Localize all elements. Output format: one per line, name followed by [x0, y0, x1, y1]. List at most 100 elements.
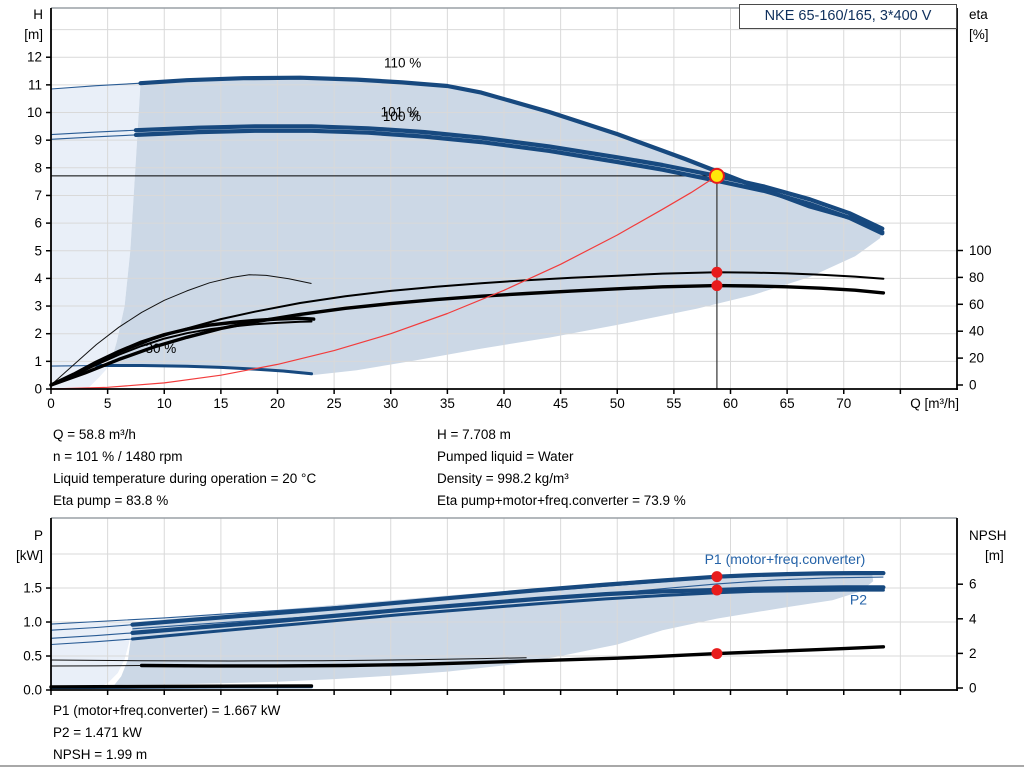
right-tick-label: 20: [969, 351, 984, 366]
curve-label: 101 %: [381, 104, 419, 119]
left-axis-title: [kW]: [16, 548, 43, 563]
left-tick-label: 8: [34, 160, 42, 175]
x-tick-label: 65: [780, 396, 795, 411]
info-line-q: Q = 58.8 m³/h: [53, 427, 136, 442]
right-tick-label: 6: [969, 577, 977, 592]
x-tick-label: 55: [666, 396, 681, 411]
npsh-curve: [139, 645, 886, 668]
eta-pump-low-speed: [50, 274, 312, 386]
left-tick-label: 3: [34, 299, 42, 314]
x-tick-label: 15: [213, 396, 228, 411]
p1-lowflow: [50, 624, 133, 631]
right-tick-label: 0: [969, 378, 977, 393]
info-line-liquid: Pumped liquid = Water: [437, 449, 574, 464]
right-tick-label: 0: [969, 681, 977, 696]
left-axis-title: [m]: [24, 27, 43, 42]
duty-point[interactable]: [708, 167, 725, 184]
bottom-divider: [0, 765, 1024, 767]
curve-label: P1 (motor+freq.converter): [705, 551, 866, 567]
head-flow-chart: 0 5 10 15 20 25 30 35 40 45 50 55 60 65 70 Q [m³/h]0123…: [24, 7, 992, 411]
npsh-thin-a: [50, 657, 527, 662]
x-tick-label: 20: [270, 396, 285, 411]
eta-total-low-speed-b: [50, 320, 313, 386]
right-tick-label: 80: [969, 270, 984, 285]
pump-title-box: NKE 65-160/165, 3*400 V: [739, 4, 957, 29]
npsh-thin-b: [50, 665, 142, 667]
power-info-block: P1 (motor+freq.converter) = 1.667 kW P2 …: [53, 700, 280, 766]
left-tick-label: 1.0: [23, 615, 42, 630]
curve-min-speed: [94, 364, 313, 376]
left-tick-label: 10: [27, 105, 42, 120]
eta-pump-dot: [711, 266, 723, 278]
x-tick-label: 40: [496, 396, 511, 411]
left-tick-label: 4: [34, 271, 42, 286]
p2-curve-b: [131, 588, 885, 641]
right-tick-label: 60: [969, 297, 984, 312]
curve-100pct: [133, 128, 885, 236]
left-tick-label: 2: [34, 326, 42, 341]
right-tick-label: 2: [969, 646, 977, 661]
right-tick-label: 100: [969, 243, 992, 258]
left-tick-label: 0: [34, 382, 42, 397]
power-envelope-main: [114, 573, 874, 685]
info-line-speed: n = 101 % / 1480 rpm: [53, 449, 183, 464]
duty-info-left: Q = 58.8 m³/h n = 101 % / 1480 rpm Liqui…: [53, 424, 316, 512]
right-axis-title: [m]: [985, 548, 1004, 563]
system-curve: [50, 175, 718, 390]
x-axis-title: Q [m³/h]: [910, 396, 959, 411]
npsh-dot: [711, 648, 723, 660]
curve-label: P2: [850, 591, 867, 607]
power-npsh-chart: 0.0 0.5 1.0 1.5 0 2 4 6 P [kW] NPSH [m] P1 (motor+fr…: [16, 517, 1007, 698]
left-tick-label: 0.5: [23, 649, 42, 664]
p1-curve: [130, 570, 886, 627]
right-axis-title: eta: [969, 7, 988, 22]
p2-curve-a: [130, 585, 886, 636]
curve-label: 110 %: [384, 56, 421, 71]
left-tick-label: 1: [34, 354, 42, 369]
min-speed-power: [49, 684, 314, 689]
x-tick-label: 25: [327, 396, 342, 411]
right-axis-title: NPSH: [969, 528, 1007, 543]
eta-pump-curve: [50, 271, 885, 386]
left-tick-label: 9: [34, 133, 42, 148]
x-tick-label: 10: [157, 396, 172, 411]
eta-total-curve: [49, 283, 886, 387]
left-tick-label: 5: [34, 243, 42, 258]
info-line-eta-pump: Eta pump = 83.8 %: [53, 493, 169, 508]
curve-110pct-lowflow: [50, 82, 141, 90]
left-tick-label: 6: [34, 216, 42, 231]
x-tick-label: 35: [440, 396, 455, 411]
operating-envelope-light: [51, 83, 141, 389]
x-tick-label: 30: [383, 396, 398, 411]
curve-label: 100 %: [383, 109, 421, 124]
info-line-density: Density = 998.2 kg/m³: [437, 471, 569, 486]
eta-total-dot: [711, 280, 723, 292]
curve-100pct-lowflow: [50, 134, 136, 140]
curve-101pct-lowflow: [50, 129, 136, 136]
operating-envelope-main: [109, 77, 883, 376]
right-axis-title: [%]: [969, 27, 989, 42]
right-tick-label: 4: [969, 611, 977, 626]
info-line-temperature: Liquid temperature during operation = 20…: [53, 471, 317, 486]
p2-lowflow-a: [50, 632, 133, 639]
x-tick-label: 70: [836, 396, 851, 411]
x-tick-label: 45: [553, 396, 568, 411]
left-axis-title: P: [34, 528, 43, 543]
right-tick-label: 40: [969, 324, 984, 339]
curve-label: 30 %: [145, 341, 176, 356]
x-tick-label: 0: [47, 396, 55, 411]
x-tick-label: 50: [610, 396, 625, 411]
left-tick-label: 12: [27, 50, 42, 65]
info-line-npsh: NPSH = 1.99 m: [53, 747, 148, 762]
left-tick-label: 7: [34, 188, 42, 203]
left-tick-label: 1.5: [23, 581, 42, 596]
x-tick-label: 60: [723, 396, 738, 411]
x-tick-label: 5: [104, 396, 112, 411]
info-line-p2: P2 = 1.471 kW: [53, 725, 142, 740]
p2-lowflow-b: [50, 638, 133, 646]
curve-101pct: [133, 124, 885, 231]
p2-dot: [711, 584, 723, 596]
left-tick-label: 11: [28, 77, 42, 92]
info-line-p1: P1 (motor+freq.converter) = 1.667 kW: [53, 703, 281, 718]
